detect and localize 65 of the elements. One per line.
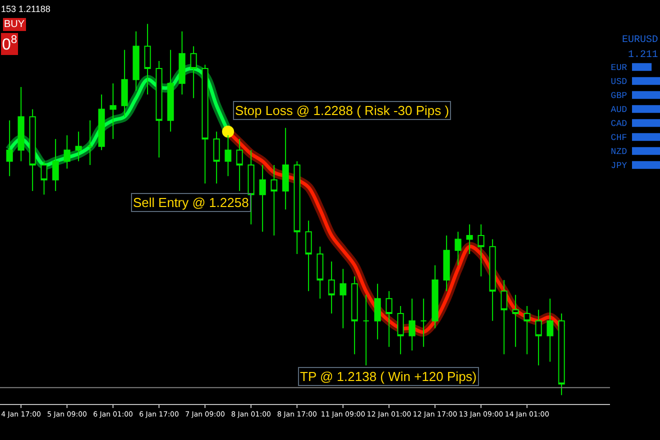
candlestick bbox=[236, 138, 243, 192]
candlestick bbox=[52, 138, 59, 192]
candlestick bbox=[420, 298, 427, 348]
candlestick bbox=[432, 264, 438, 329]
candlestick bbox=[18, 86, 24, 162]
candlestick bbox=[40, 160, 48, 196]
candlestick bbox=[110, 82, 116, 140]
candlestick bbox=[478, 224, 484, 277]
candlestick bbox=[351, 276, 358, 355]
candlestick bbox=[397, 306, 404, 355]
candlestick bbox=[259, 164, 266, 232]
candlestick bbox=[546, 298, 554, 362]
candlestick bbox=[294, 160, 300, 255]
candlestick bbox=[190, 46, 197, 99]
candlestick bbox=[156, 60, 162, 158]
y-tick-label: GBP bbox=[610, 91, 627, 102]
candlestick bbox=[224, 134, 232, 177]
annotation: BUY bbox=[4, 19, 25, 30]
candlestick bbox=[362, 294, 370, 366]
chart-title: EURUSD bbox=[622, 35, 658, 46]
candlestick bbox=[466, 224, 473, 255]
candlestick bbox=[98, 94, 105, 151]
y-tick-label: USD bbox=[610, 77, 627, 88]
chart-subtitle: 1.211 bbox=[628, 50, 658, 61]
candlestick bbox=[512, 294, 519, 348]
candlestick bbox=[282, 127, 289, 210]
candlestick bbox=[500, 280, 508, 355]
candlestick bbox=[29, 108, 36, 192]
candlestick bbox=[167, 49, 174, 132]
candlestick bbox=[248, 150, 254, 225]
annotation: 0$^{8}$ bbox=[2, 34, 18, 54]
y-tick-label: CHF bbox=[610, 133, 627, 144]
y-tick-label: AUD bbox=[610, 105, 627, 116]
y-tick-label: EUR bbox=[610, 63, 628, 74]
candlestick bbox=[454, 231, 462, 266]
candlestick bbox=[75, 131, 82, 162]
candlestick bbox=[64, 134, 70, 170]
candlestick bbox=[132, 30, 140, 92]
candlestick bbox=[202, 64, 208, 184]
candlestick bbox=[144, 23, 151, 95]
candlestick bbox=[443, 234, 450, 292]
annotation: Sell Entry @ 1.2258 bbox=[133, 195, 249, 210]
candlestick bbox=[374, 283, 381, 340]
candlestick bbox=[524, 306, 530, 355]
candlestick bbox=[558, 312, 565, 396]
candlestick bbox=[386, 290, 392, 348]
candlestick bbox=[408, 298, 416, 352]
candlestick bbox=[340, 268, 346, 329]
annotation: TP @ 1.2138 ( Win +120 Pips) bbox=[300, 369, 477, 384]
y-tick-label: CAD bbox=[610, 119, 627, 130]
y-tick-label: NZD bbox=[610, 147, 627, 158]
annotation: Stop Loss @ 1.2288 ( Risk -30 Pips ) bbox=[235, 103, 450, 118]
candlestick bbox=[86, 120, 94, 166]
candlestick bbox=[178, 30, 186, 95]
candlestick bbox=[489, 238, 496, 322]
candlestick bbox=[305, 220, 312, 292]
candlestick bbox=[328, 260, 335, 314]
text: 153 1.21188 bbox=[1, 4, 50, 14]
candlestick bbox=[6, 120, 13, 177]
candlestick bbox=[535, 309, 542, 366]
y-tick-label: JPY bbox=[610, 161, 628, 172]
candlestick bbox=[316, 246, 324, 300]
candlestick bbox=[121, 49, 128, 118]
candlestick bbox=[213, 131, 220, 184]
candlestick bbox=[270, 164, 278, 236]
